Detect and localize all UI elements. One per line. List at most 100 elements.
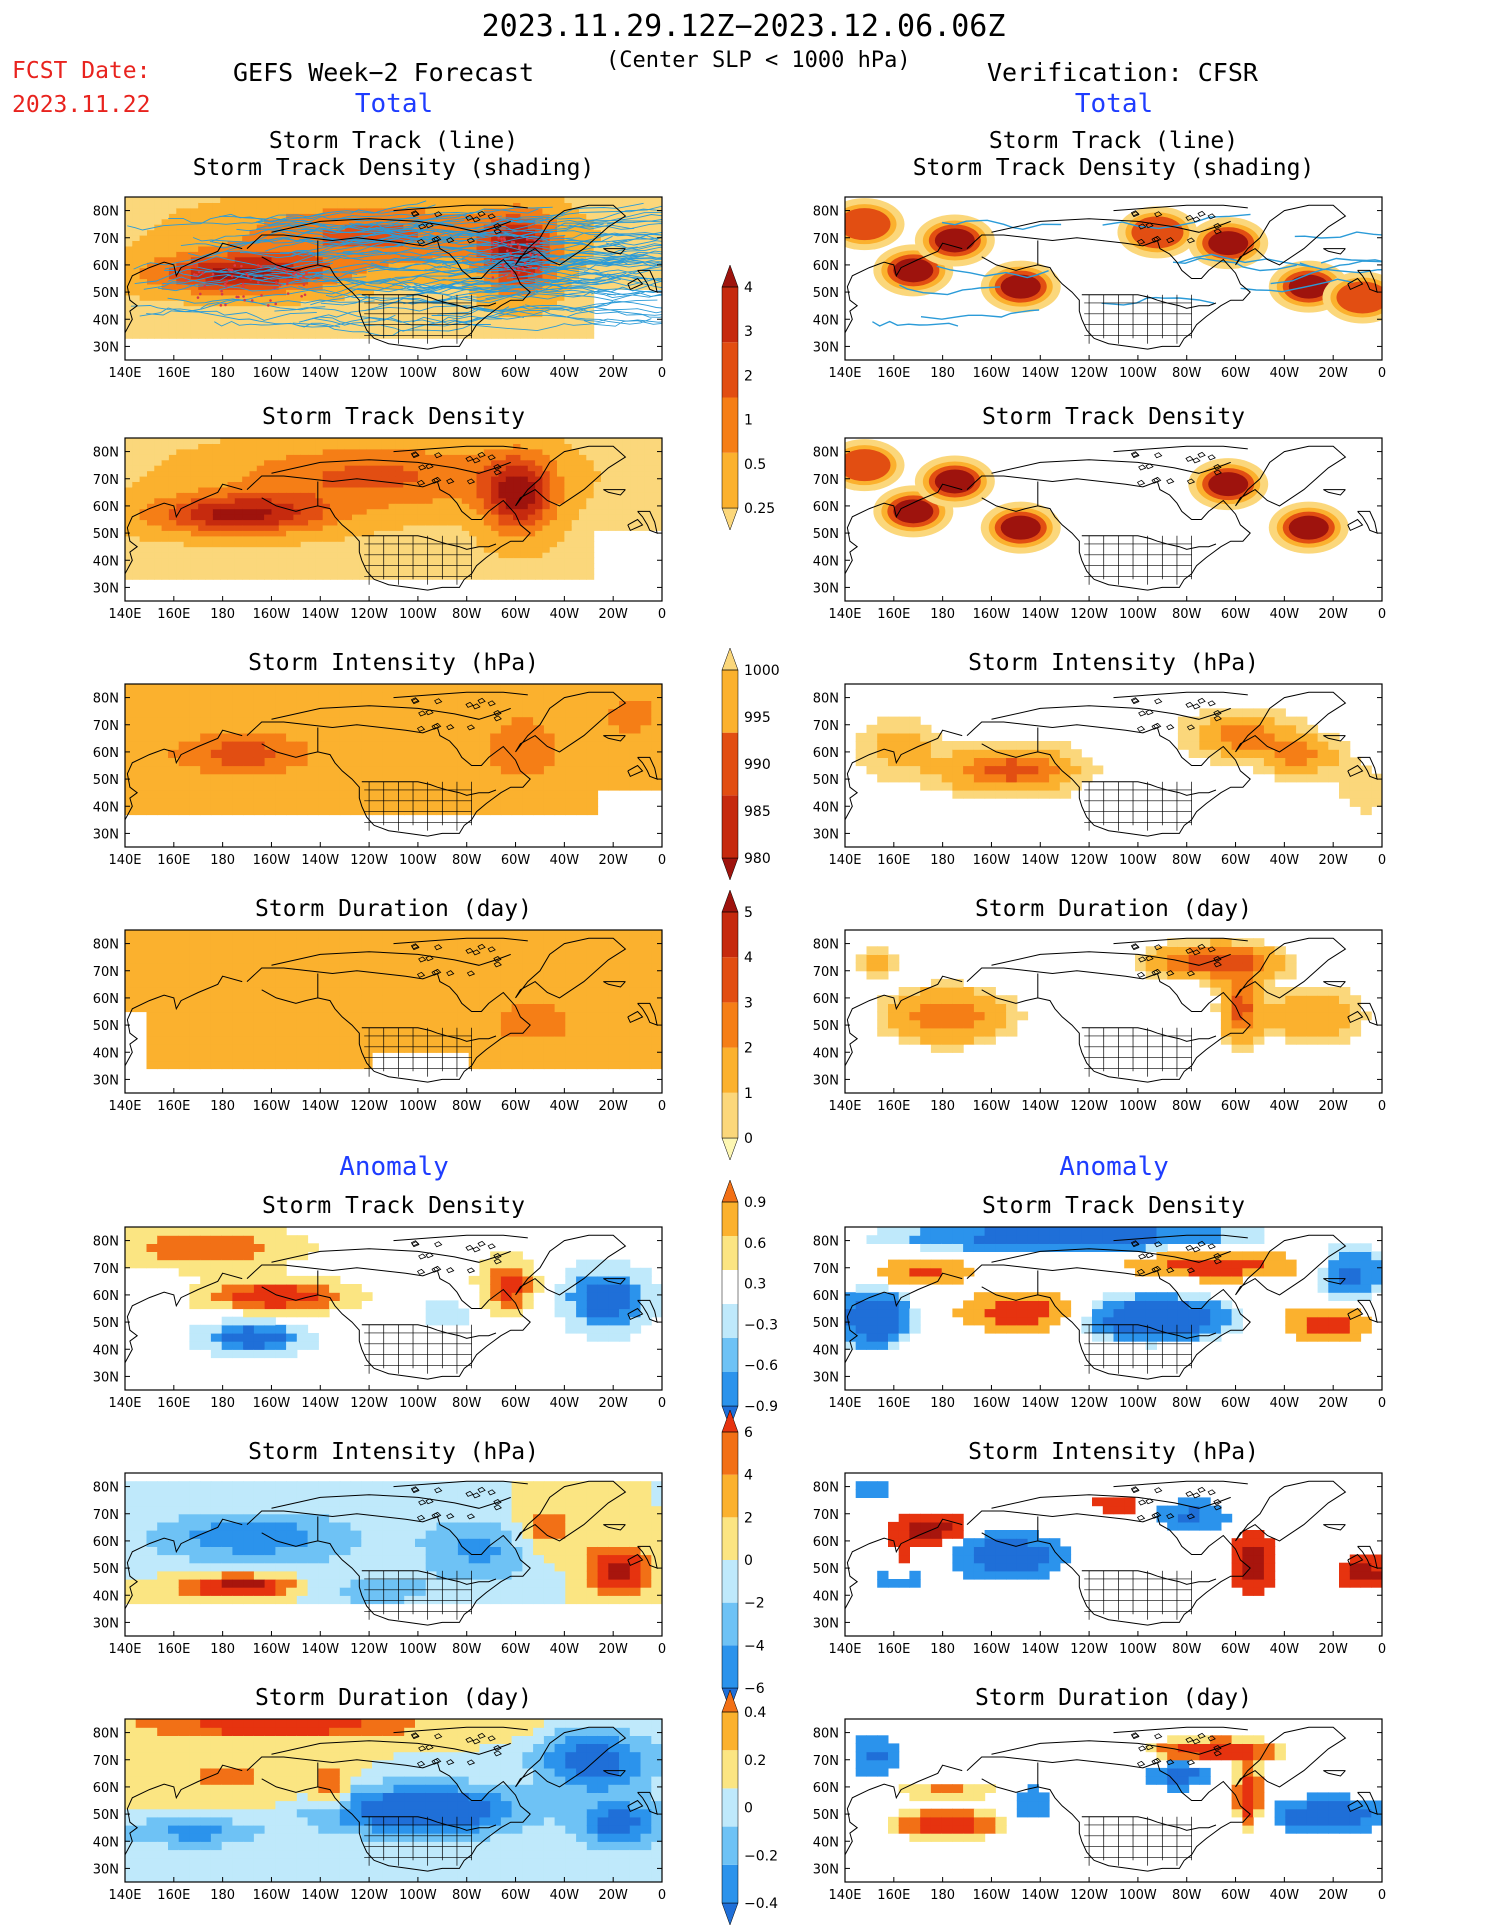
lon-tick-label: 120W xyxy=(350,607,388,622)
lon-tick-label: 160W xyxy=(253,853,291,868)
panel-title: Storm Intensity (hPa) xyxy=(825,1441,1402,1464)
lat-tick-label: 30N xyxy=(813,1370,839,1385)
lat-tick-label: 70N xyxy=(93,1508,119,1523)
lat-tick-label: 70N xyxy=(813,232,839,247)
density-blob xyxy=(1336,282,1388,314)
lon-tick-label: 60W xyxy=(1221,853,1251,868)
lon-tick-label: 40W xyxy=(550,1888,580,1903)
lon-tick-label: 20W xyxy=(1318,1888,1348,1903)
lon-tick-label: 140E xyxy=(828,607,861,622)
lon-tick-label: 140W xyxy=(1021,1099,1059,1114)
lon-tick-label: 140W xyxy=(1021,1396,1059,1411)
lon-tick-label: 160W xyxy=(973,1888,1011,1903)
lat-tick-label: 50N xyxy=(93,286,119,301)
lon-tick-label: 140W xyxy=(1021,1642,1059,1657)
colorbar-tick-label: 0 xyxy=(744,1553,753,1569)
lat-tick-label: 60N xyxy=(93,1289,119,1304)
lat-tick-label: 30N xyxy=(813,581,839,596)
lon-tick-label: 120W xyxy=(350,1642,388,1657)
lat-tick-label: 80N xyxy=(813,205,839,220)
lon-tick-label: 0 xyxy=(1378,1642,1386,1657)
lat-tick-label: 40N xyxy=(93,1046,119,1061)
colorbar-tick-label: 3 xyxy=(744,324,753,340)
lon-tick-label: 100W xyxy=(1119,1396,1157,1411)
density-blob xyxy=(935,469,975,493)
lon-tick-label: 120W xyxy=(1070,607,1108,622)
lat-tick-label: 50N xyxy=(93,1562,119,1577)
lon-tick-label: 20W xyxy=(1318,607,1348,622)
lon-tick-label: 80W xyxy=(1172,607,1202,622)
lon-tick-label: 160E xyxy=(157,1888,190,1903)
lat-tick-label: 80N xyxy=(813,1481,839,1496)
lon-tick-label: 120W xyxy=(350,1396,388,1411)
lon-tick-label: 20W xyxy=(598,1396,628,1411)
lon-tick-label: 120W xyxy=(350,1888,388,1903)
lon-tick-label: 40W xyxy=(550,607,580,622)
lon-tick-label: 100W xyxy=(1119,1888,1157,1903)
lat-tick-label: 30N xyxy=(813,1073,839,1088)
lat-tick-label: 60N xyxy=(93,259,119,274)
lon-tick-label: 80W xyxy=(452,607,482,622)
lat-tick-label: 60N xyxy=(93,1781,119,1796)
lon-tick-label: 60W xyxy=(501,1396,531,1411)
lon-tick-label: 60W xyxy=(501,853,531,868)
period-title: 2023.11.29.12Z−2023.12.06.06Z xyxy=(0,12,1487,42)
lat-tick-label: 50N xyxy=(813,1019,839,1034)
lat-tick-label: 30N xyxy=(93,1616,119,1631)
lon-tick-label: 80W xyxy=(452,1099,482,1114)
panel-title: Storm Duration (day) xyxy=(825,898,1402,921)
lon-tick-label: 160E xyxy=(157,607,190,622)
colorbar-tick-label: 4 xyxy=(744,280,753,296)
lat-tick-label: 50N xyxy=(813,1808,839,1823)
lat-tick-label: 70N xyxy=(93,473,119,488)
lon-tick-label: 40W xyxy=(550,1642,580,1657)
lon-tick-label: 160E xyxy=(877,366,910,381)
lon-tick-label: 20W xyxy=(1318,366,1348,381)
lat-tick-label: 50N xyxy=(93,1316,119,1331)
lon-tick-label: 160W xyxy=(253,366,291,381)
panel-subtitle: Storm Track Density (shading) xyxy=(105,157,682,180)
lon-tick-label: 20W xyxy=(1318,853,1348,868)
colorbar-tick-label: −2 xyxy=(744,1596,765,1612)
lon-tick-label: 40W xyxy=(1270,1642,1300,1657)
lat-tick-label: 40N xyxy=(813,1589,839,1604)
colorbar-tick-label: 0.4 xyxy=(744,1705,766,1721)
lon-tick-label: 140E xyxy=(828,366,861,381)
panel-title: Storm Track Density xyxy=(825,406,1402,429)
lon-tick-label: 160W xyxy=(973,607,1011,622)
colorbar-tick-label: −4 xyxy=(744,1638,765,1654)
panel-subtitle: Storm Track Density (shading) xyxy=(825,157,1402,180)
panel-title: Storm Intensity (hPa) xyxy=(105,652,682,675)
colorbar-tick-label: −0.2 xyxy=(744,1848,778,1864)
lon-tick-label: 120W xyxy=(1070,1099,1108,1114)
lon-tick-label: 160W xyxy=(973,1642,1011,1657)
fcst-date-label: FCST Date: xyxy=(12,60,150,83)
storm-track-line xyxy=(1321,259,1446,264)
lon-tick-label: 80W xyxy=(1172,366,1202,381)
density-blob xyxy=(935,228,975,252)
lon-tick-label: 100W xyxy=(399,1396,437,1411)
lon-tick-label: 120W xyxy=(1070,1642,1108,1657)
density-blob xyxy=(1208,231,1248,255)
lat-tick-label: 80N xyxy=(93,1481,119,1496)
panel-title: Storm Duration (day) xyxy=(105,1687,682,1710)
colorbar-tick-label: 990 xyxy=(744,757,771,773)
lon-tick-label: 40W xyxy=(1270,1888,1300,1903)
lat-tick-label: 40N xyxy=(93,1343,119,1358)
lon-tick-label: 100W xyxy=(399,1642,437,1657)
lon-tick-label: 160W xyxy=(253,1888,291,1903)
colorbar-tick-label: 0 xyxy=(744,1131,753,1147)
panel-title: Storm Track (line) xyxy=(825,130,1402,153)
lon-tick-label: 40W xyxy=(1270,1099,1300,1114)
lon-tick-label: 80W xyxy=(1172,1099,1202,1114)
lat-tick-label: 30N xyxy=(93,1862,119,1877)
lon-tick-label: 160E xyxy=(157,1642,190,1657)
lat-tick-label: 80N xyxy=(813,692,839,707)
lon-tick-label: 160W xyxy=(253,1396,291,1411)
lon-tick-label: 180 xyxy=(930,853,955,868)
density-blob xyxy=(1001,275,1041,299)
